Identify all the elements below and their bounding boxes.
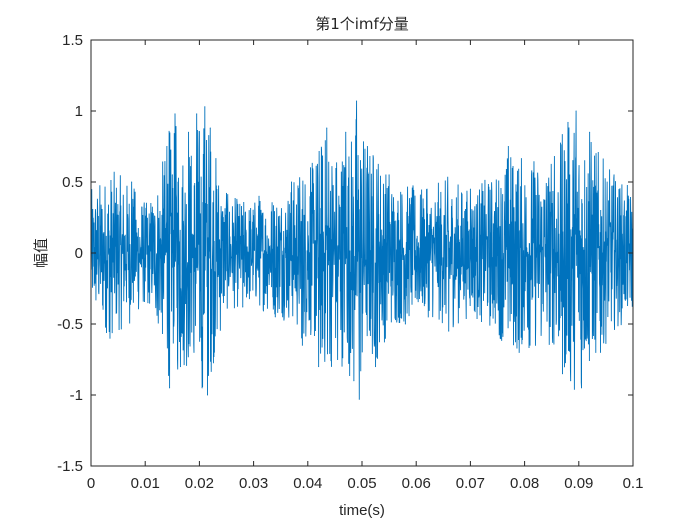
y-axis-ticks: 1.5 1 0.5 0 -0.5 -1 -1.5 bbox=[57, 32, 633, 475]
signal-data-point bbox=[448, 330, 450, 332]
signal-data-point bbox=[326, 127, 328, 129]
signal-data-point bbox=[201, 387, 203, 389]
signal-data-point bbox=[518, 351, 520, 353]
x-axis-label: time(s) bbox=[339, 502, 385, 519]
signal-data-point bbox=[174, 113, 176, 115]
signal-data-point bbox=[570, 380, 572, 382]
x-axis-ticks: 0 0.01 0.02 0.03 0.04 0.05 0.06 0.07 0.08 0.09 0.1 bbox=[87, 40, 644, 492]
signal-data-point bbox=[507, 146, 509, 147]
y-axis-label: 幅值 bbox=[32, 238, 50, 268]
y-tick-label: 1.5 bbox=[62, 32, 83, 49]
signal-data-point bbox=[274, 316, 276, 318]
signal-data-point bbox=[131, 181, 133, 183]
signal-data-point bbox=[553, 155, 555, 157]
signal-data-point bbox=[291, 181, 293, 183]
signal-data-point bbox=[366, 146, 368, 147]
signal-data-point bbox=[166, 146, 168, 147]
chart-title: 第1个imf分量 bbox=[315, 15, 409, 33]
x-tick-label: 0.07 bbox=[456, 475, 485, 492]
y-tick-label: -1.5 bbox=[57, 458, 83, 475]
signal-data-point bbox=[209, 127, 211, 129]
signal-data-point bbox=[204, 106, 206, 108]
signal-data-point bbox=[337, 359, 339, 360]
y-tick-label: 1 bbox=[75, 103, 83, 120]
signal-data-point bbox=[426, 188, 428, 190]
x-tick-label: 0.02 bbox=[185, 475, 214, 492]
signal-data-point bbox=[358, 398, 360, 400]
x-tick-label: 0.09 bbox=[564, 475, 593, 492]
signal-data-point bbox=[109, 337, 111, 339]
signal-data-point bbox=[242, 306, 244, 308]
signal-data-point bbox=[499, 337, 501, 339]
signal-line-layer bbox=[90, 100, 634, 400]
signal-data-point bbox=[207, 394, 209, 396]
signal-data-point bbox=[258, 195, 260, 197]
signal-data-point bbox=[318, 366, 320, 368]
signal-data-point bbox=[171, 174, 173, 176]
signal-data-point bbox=[581, 387, 583, 389]
x-tick-label: 0.08 bbox=[510, 475, 539, 492]
y-tick-label: -0.5 bbox=[57, 316, 83, 333]
signal-data-point bbox=[188, 131, 190, 133]
signal-data-point bbox=[375, 366, 377, 368]
x-tick-label: 0.03 bbox=[239, 475, 268, 492]
signal-data-point bbox=[404, 323, 406, 325]
signal-data-point bbox=[356, 100, 358, 102]
signal-data-point bbox=[196, 113, 198, 115]
y-tick-label: 0 bbox=[75, 245, 83, 262]
x-tick-label: 0.01 bbox=[131, 475, 160, 492]
signal-data-point bbox=[193, 351, 195, 353]
x-tick-label: 0 bbox=[87, 475, 95, 492]
signal-data-point bbox=[179, 366, 181, 368]
signal-data-point bbox=[345, 131, 347, 133]
signal-data-point bbox=[567, 121, 569, 123]
signal-data-point bbox=[226, 192, 227, 194]
signal-data-point bbox=[575, 110, 577, 112]
y-tick-label: -1 bbox=[70, 387, 83, 404]
signal-data-point bbox=[310, 167, 312, 169]
x-tick-label: 0.1 bbox=[623, 475, 644, 492]
signal-data-point bbox=[589, 131, 591, 133]
signal-data-point bbox=[169, 387, 171, 389]
x-tick-label: 0.06 bbox=[402, 475, 431, 492]
signal-data-point bbox=[599, 351, 601, 353]
signal-data-point bbox=[469, 188, 471, 190]
signal-data-point bbox=[353, 380, 355, 382]
signal-series-line bbox=[90, 101, 634, 400]
signal-data-point bbox=[613, 174, 615, 176]
signal-data-point bbox=[147, 302, 149, 304]
x-tick-label: 0.05 bbox=[347, 475, 376, 492]
signal-data-point bbox=[301, 344, 303, 346]
signal-data-point bbox=[562, 373, 564, 375]
x-tick-label: 0.04 bbox=[293, 475, 322, 492]
signal-data-point bbox=[388, 174, 390, 176]
y-tick-label: 0.5 bbox=[62, 174, 83, 191]
